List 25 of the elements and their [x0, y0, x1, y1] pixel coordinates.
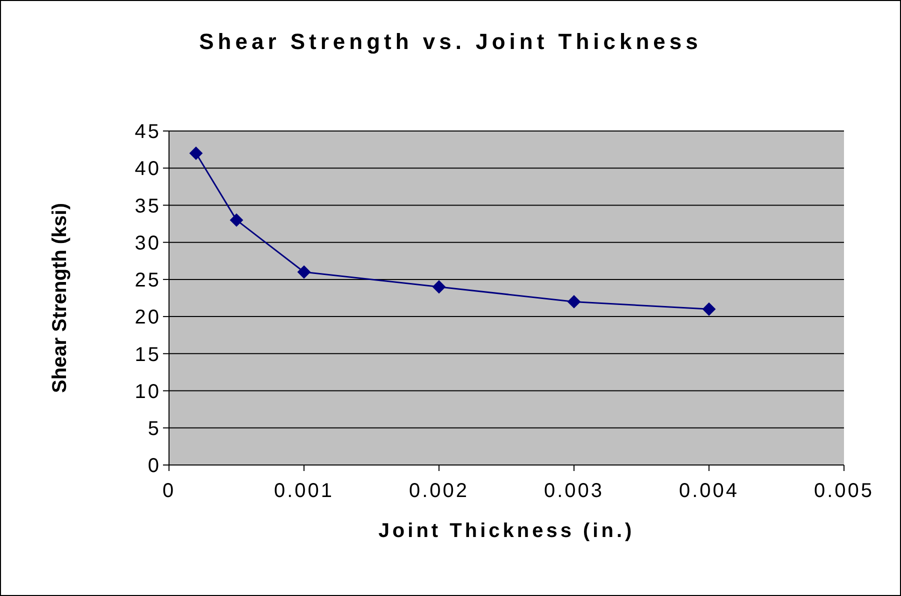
chart-title: Shear Strength vs. Joint Thickness: [198, 29, 703, 55]
x-axis-title: Joint Thickness (in.): [378, 520, 635, 542]
y-tick-label: 0: [148, 455, 161, 478]
point: [702, 302, 716, 316]
y-tick-label: 25: [134, 270, 161, 292]
point: [568, 295, 580, 308]
x-tick-label: 0.005: [814, 480, 874, 502]
point: [230, 214, 243, 227]
y-tick-label: 5: [148, 418, 161, 440]
y-tick-label: 10: [134, 380, 161, 403]
x-tick-label: 0.004: [678, 480, 740, 502]
y-tick-label: 45: [134, 121, 161, 144]
y-tick-label: 35: [134, 195, 161, 218]
y-tick-label: 30: [134, 232, 161, 254]
x-tick-label: 0.001: [274, 480, 334, 502]
x-tick-label: 0: [162, 480, 176, 502]
point: [190, 146, 202, 160]
x-tick-label: 0.002: [408, 480, 470, 502]
x-tick-label: 0.003: [544, 480, 604, 502]
y-tick-label: 40: [134, 158, 161, 180]
point: [298, 266, 310, 279]
y-tick-label: 20: [134, 306, 161, 329]
point: [432, 280, 446, 294]
y-tick-label: 15: [134, 344, 161, 366]
y-axis-title: Shear Strength (ksi): [49, 202, 72, 394]
